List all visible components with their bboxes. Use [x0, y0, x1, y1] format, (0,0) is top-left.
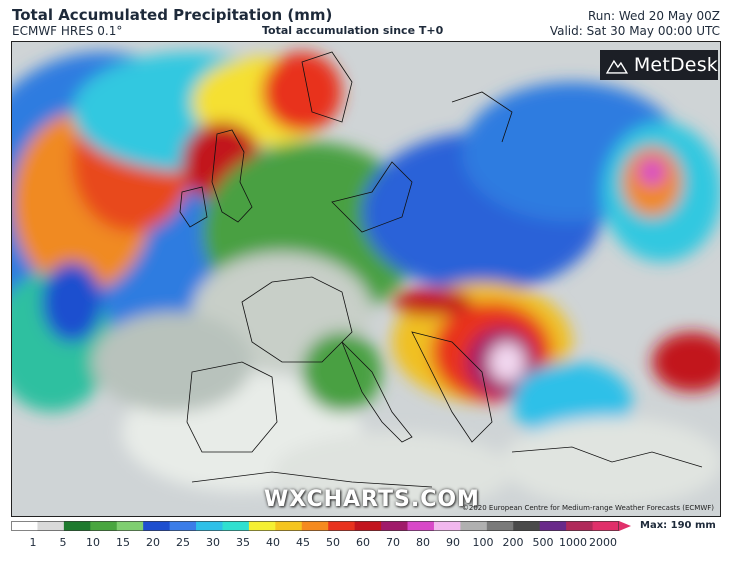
- precipitation-map: MetDesk WXCHARTS.COM ©2020 European Cent…: [11, 41, 721, 517]
- scale-tick-label: 30: [206, 536, 220, 549]
- color-swatch: [407, 521, 435, 531]
- color-swatch: [90, 521, 118, 531]
- scale-tick-label: 200: [502, 536, 524, 549]
- ecmwf-copyright: ©2020 European Centre for Medium-range W…: [461, 504, 714, 512]
- scale-tick-label: 40: [266, 536, 280, 549]
- model-label: ECMWF HRES 0.1°: [12, 24, 123, 38]
- scale-tick-label: 35: [236, 536, 250, 549]
- color-swatch: [11, 521, 38, 531]
- logo-text: MetDesk: [633, 54, 718, 76]
- color-swatch: [143, 521, 171, 531]
- color-swatch: [275, 521, 303, 531]
- scale-tick-label: 90: [446, 536, 460, 549]
- scale-tick-label: 2000: [589, 536, 617, 549]
- color-swatch: [169, 521, 197, 531]
- color-swatch: [513, 521, 541, 531]
- color-swatch: [486, 521, 514, 531]
- scale-tick-label: 50: [326, 536, 340, 549]
- scale-tick-label: 15: [116, 536, 130, 549]
- scale-overflow-arrow: [619, 521, 631, 531]
- color-swatch: [566, 521, 594, 531]
- scale-tick-label: 10: [86, 536, 100, 549]
- max-value-label: Max: 190 mm: [640, 520, 716, 531]
- color-scale-ticks: 1 5 10 15 20 25 30 35 40 45 50 60 70 80 90 100 200 500 100…: [0, 536, 732, 550]
- color-swatch: [539, 521, 567, 531]
- scale-tick-label: 100: [472, 536, 494, 549]
- color-swatch: [433, 521, 461, 531]
- run-time-label: Run: Wed 20 May 00Z: [587, 9, 720, 23]
- color-swatch: [460, 521, 488, 531]
- coastlines: [179, 51, 703, 488]
- color-scale-bar: [11, 521, 631, 531]
- color-swatch: [354, 521, 382, 531]
- color-swatch: [248, 521, 276, 531]
- color-swatch: [222, 521, 250, 531]
- color-swatch: [116, 521, 144, 531]
- color-swatch: [196, 521, 223, 531]
- color-swatch: [592, 521, 620, 531]
- page-title: Total Accumulated Precipitation (mm): [12, 6, 333, 24]
- valid-time-label: Valid: Sat 30 May 00:00 UTC: [549, 24, 720, 38]
- scale-tick-label: 1: [29, 536, 37, 549]
- scale-tick-label: 45: [296, 536, 310, 549]
- color-swatch: [301, 521, 329, 531]
- metdesk-logo: MetDesk: [600, 50, 718, 80]
- wxcharts-watermark: WXCHARTS.COM: [264, 487, 480, 512]
- scale-tick-label: 5: [59, 536, 67, 549]
- scale-tick-label: 1000: [559, 536, 587, 549]
- scale-tick-label: 500: [532, 536, 554, 549]
- color-swatch: [328, 521, 356, 531]
- color-scale-svg: [11, 521, 631, 531]
- scale-border: [11, 521, 619, 531]
- scale-tick-label: 25: [176, 536, 190, 549]
- color-swatch: [381, 521, 409, 531]
- accumulation-subtitle: Total accumulation since T+0: [262, 24, 444, 37]
- map-canvas: [12, 42, 720, 516]
- scale-tick-label: 70: [386, 536, 400, 549]
- precip-field: [12, 52, 720, 512]
- scale-tick-label: 60: [356, 536, 370, 549]
- color-swatch: [37, 521, 65, 531]
- scale-tick-label: 80: [416, 536, 430, 549]
- scale-tick-label: 20: [146, 536, 160, 549]
- color-swatch: [63, 521, 91, 531]
- mountain-logo-icon: [606, 59, 628, 74]
